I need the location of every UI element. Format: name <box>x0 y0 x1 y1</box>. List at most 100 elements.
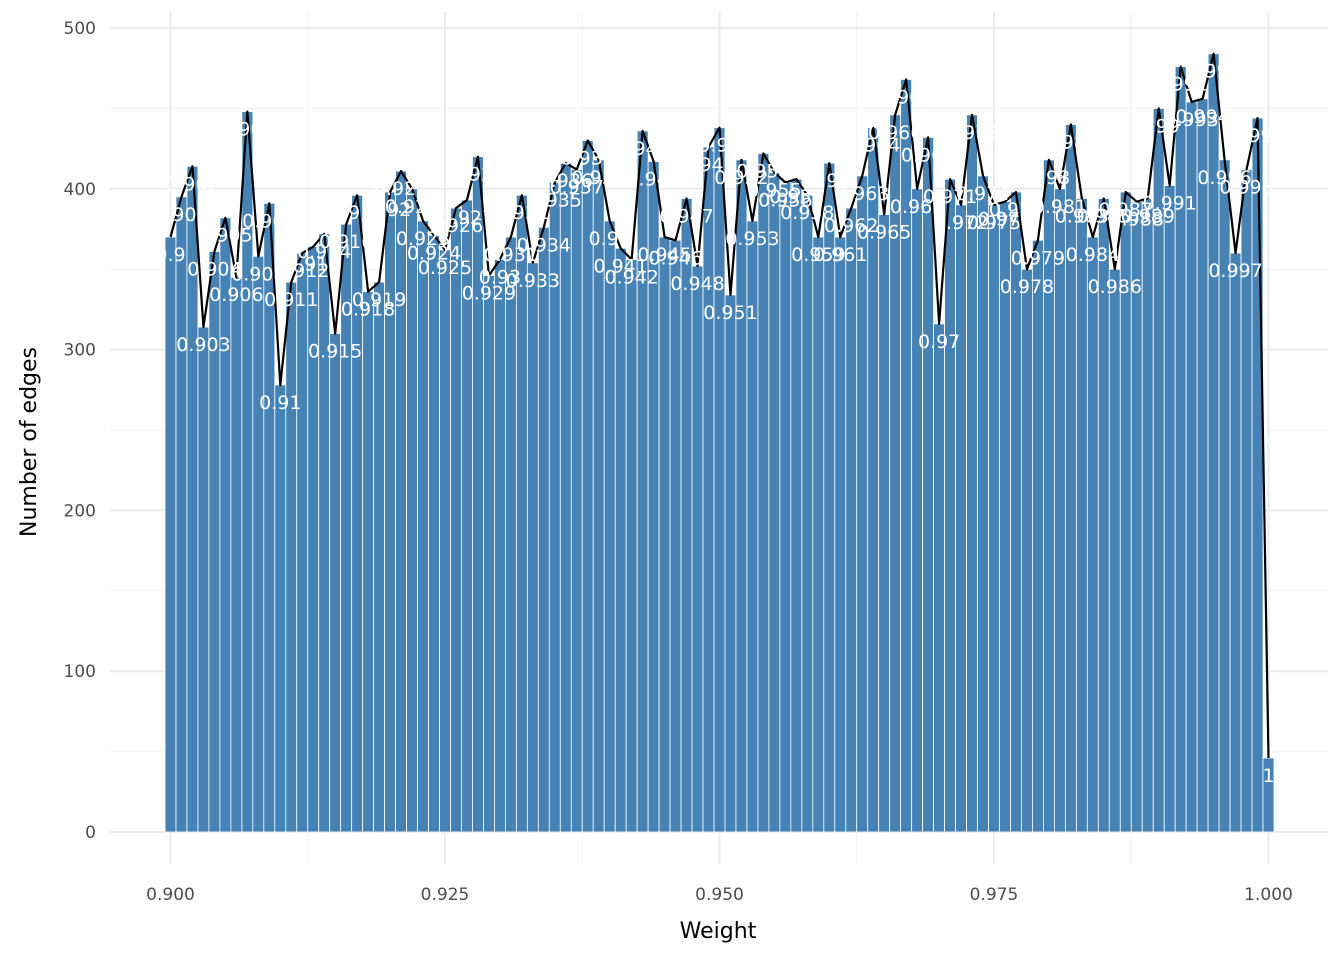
histogram-bar <box>790 178 803 833</box>
bar-value-label: 0.944 <box>626 168 680 190</box>
histogram-bar <box>768 172 781 833</box>
histogram-bar <box>1032 239 1044 833</box>
histogram-bar <box>1108 268 1121 833</box>
bar-value-label: 0.945 <box>637 244 691 266</box>
bar-value-label: 0.96 <box>808 170 850 192</box>
histogram-bar <box>955 204 967 833</box>
bar-value-label: 0.958 <box>780 202 834 224</box>
histogram-bar <box>1251 117 1264 833</box>
histogram-bar <box>625 259 638 833</box>
bar-value-label: 0.957 <box>769 186 823 208</box>
histogram-bar <box>329 333 342 833</box>
histogram-bar <box>1196 98 1209 833</box>
histogram-bar <box>603 220 616 833</box>
histogram-bar <box>296 252 309 833</box>
histogram-bar <box>570 169 583 833</box>
x-tick-label: 0.900 <box>146 885 195 905</box>
histogram-bar <box>1229 252 1242 833</box>
histogram-bar <box>504 236 517 833</box>
bar-value-label: 0.981 <box>1033 196 1087 218</box>
histogram-bar <box>779 181 792 833</box>
histogram-bar <box>658 236 671 833</box>
x-tick-label: 0.950 <box>695 885 744 905</box>
bar-value-label: 0.953 <box>725 228 779 250</box>
histogram-bar <box>911 188 924 833</box>
bar-value-label: 0.979 <box>1011 247 1065 269</box>
histogram-bar <box>1021 268 1033 833</box>
histogram-bar <box>307 246 320 833</box>
bar-value-label: 0.934 <box>517 234 571 256</box>
bar-value-label: 0.984 <box>1066 244 1120 266</box>
bar-value-label: 0.918 <box>341 299 395 321</box>
bar-value-label: 0.991 <box>1142 193 1196 215</box>
bar-value-label: 0.966 <box>868 122 922 144</box>
bar-value-label: 0.914 <box>297 241 351 263</box>
bar-value-label: 0.992 <box>1153 74 1207 96</box>
y-axis-title: Number of edges <box>17 347 42 537</box>
bar-value-label: 0.968 <box>890 196 944 218</box>
histogram-bar <box>944 178 956 833</box>
bar-value-label: 0.973 <box>945 122 999 144</box>
bar-value-label: 0.917 <box>330 202 384 224</box>
x-tick-label: 0.925 <box>421 885 470 905</box>
histogram-bar <box>900 79 913 833</box>
bar-value-label: 0.964 <box>846 135 900 157</box>
bar-value-label: 0.923 <box>396 228 450 250</box>
histogram-bar <box>274 384 287 833</box>
histogram-bar <box>428 235 440 833</box>
bar-value-label: 0.959 <box>791 244 845 266</box>
bar-value-label: 0.943 <box>615 138 669 160</box>
bar-value-label: 0.998 <box>1219 177 1273 199</box>
bar-value-label: 0.902 <box>165 173 219 195</box>
histogram-bar <box>757 153 770 833</box>
bar-value-label: 0.916 <box>319 231 373 253</box>
bar-value-label: 0.996 <box>1197 167 1251 189</box>
histogram-bar <box>362 291 375 833</box>
y-tick-label: 500 <box>64 19 96 39</box>
bar-value-label: 0.997 <box>1208 260 1262 282</box>
histogram-bar <box>834 236 847 833</box>
bar-value-label: 0.928 <box>451 164 505 186</box>
histogram-bar <box>614 247 627 833</box>
bar-value-label: 0.95 <box>698 135 740 157</box>
bar-value-label: 0.905 <box>198 225 252 247</box>
bar-value-label: 0.906 <box>209 284 263 306</box>
bar-value-label: 0.97 <box>918 331 960 353</box>
bar-value-label: 0.921 <box>374 178 428 200</box>
bar-value-label: 0.907 <box>220 119 274 141</box>
bar-value-label: 0.99 <box>1138 115 1180 137</box>
bar-value-label: 0.987 <box>1099 199 1153 221</box>
bar-value-label: 0.925 <box>418 257 472 279</box>
bar-value-label: 0.929 <box>462 283 516 305</box>
histogram-bar <box>691 265 704 833</box>
bar-value-label: 0.946 <box>648 247 702 269</box>
histogram-bar <box>669 239 682 833</box>
bar-value-label: 0.947 <box>659 205 713 227</box>
bar-value-label: 0.942 <box>604 267 658 289</box>
bar-value-label: 0.935 <box>528 189 582 211</box>
bar-value-label: 0.961 <box>813 244 867 266</box>
bar-value-label: 0.999 <box>1230 125 1284 147</box>
bar-value-label: 0.911 <box>264 289 318 311</box>
bar-value-label: 0.931 <box>484 244 538 266</box>
bar-value-label: 0.985 <box>1077 205 1131 227</box>
histogram-bar <box>1053 188 1066 833</box>
histogram-bar <box>559 162 572 833</box>
histogram-bar <box>494 259 506 833</box>
histogram-bar <box>1086 236 1099 833</box>
bar-value-label: 0.93 <box>479 267 521 289</box>
bar-value-label: 0.932 <box>495 202 549 224</box>
histogram-bar <box>483 275 495 833</box>
histogram-bar <box>219 217 232 833</box>
x-tick-label: 0.975 <box>970 885 1019 905</box>
y-tick-label: 400 <box>64 180 96 200</box>
bar-value-label: 0.995 <box>1186 61 1240 83</box>
histogram-bar <box>164 236 177 833</box>
histogram-bar <box>395 170 407 833</box>
histogram-bar <box>988 204 1000 833</box>
bar-value-label: 0.976 <box>978 209 1032 231</box>
histogram-bar <box>702 146 715 833</box>
bar-value-label: 0.974 <box>956 183 1010 205</box>
histogram-bar <box>856 175 869 833</box>
histogram-bar <box>472 156 484 833</box>
